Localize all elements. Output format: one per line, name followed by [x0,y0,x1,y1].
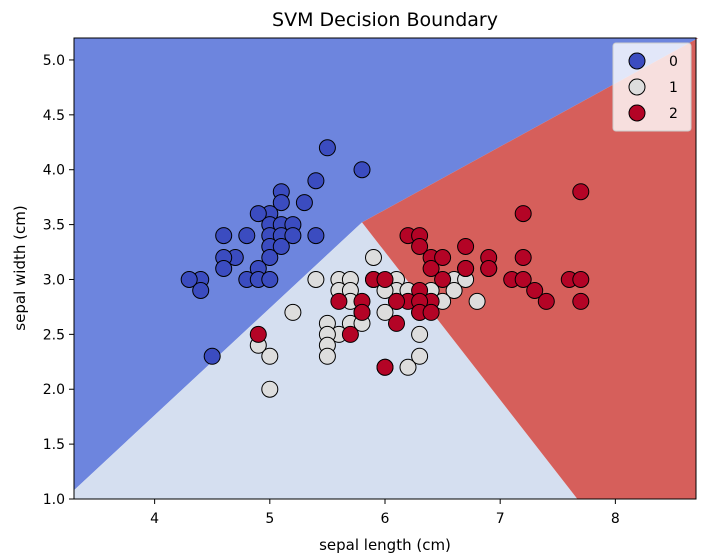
data-point-class-0 [215,227,233,245]
y-tick-label: 2.5 [43,327,65,343]
data-point-class-0 [249,205,267,223]
y-tick-label: 1.0 [43,492,65,508]
data-point-class-0 [295,194,313,212]
data-point-class-2 [249,325,267,343]
data-point-class-2 [376,358,394,376]
data-point-class-1 [411,325,429,343]
data-point-class-2 [514,271,532,288]
y-tick-label: 1.5 [43,437,65,453]
y-tick-label: 5.0 [43,53,65,69]
y-tick-label: 2.0 [43,382,65,398]
data-point-class-0 [284,227,302,245]
data-point-class-2 [572,183,590,201]
data-point-class-2 [422,260,440,277]
data-point-class-2 [341,325,359,343]
data-point-class-0 [318,139,336,157]
data-point-class-2 [537,292,555,310]
data-point-class-2 [514,205,532,223]
data-point-class-0 [307,227,325,245]
data-point-class-1 [318,347,336,365]
data-point-class-1 [411,347,429,365]
y-axis-label: sepal width (cm) [11,205,29,330]
legend-box [612,42,692,132]
data-point-class-2 [572,292,590,310]
data-point-class-2 [457,238,475,255]
data-point-class-0 [180,271,198,288]
x-tick-label: 7 [496,511,505,527]
y-tick-label: 3.5 [43,218,65,234]
data-point-class-1 [307,271,325,288]
data-point-class-2 [388,314,405,332]
x-tick-label: 8 [611,511,620,527]
data-point-class-2 [376,271,394,288]
data-point-class-0 [203,347,221,365]
data-point-class-2 [457,260,475,277]
data-point-class-2 [353,303,371,321]
data-point-class-1 [365,249,382,266]
data-point-class-2 [411,238,429,255]
data-point-class-0 [272,194,290,212]
data-point-class-1 [261,380,279,398]
data-point-class-0 [261,271,279,288]
data-point-class-2 [388,292,405,310]
data-point-class-1 [376,303,394,321]
decision-region-class-2 [362,38,699,499]
legend-marker-class-1 [628,78,646,96]
data-point-class-2 [526,282,544,299]
y-tick-label: 3.0 [43,272,65,288]
data-point-class-0 [215,260,233,277]
data-point-class-2 [480,260,498,277]
data-point-class-2 [330,292,348,310]
data-point-class-0 [272,238,290,255]
data-point-class-2 [572,271,590,288]
x-tick-label: 5 [265,511,274,527]
data-point-class-0 [353,161,371,179]
data-point-class-0 [261,249,279,266]
data-point-class-1 [284,303,302,321]
data-point-class-2 [422,303,440,321]
data-point-class-0 [238,227,256,245]
y-tick-label: 4.5 [43,108,65,124]
legend-marker-class-2 [628,104,646,122]
data-point-class-0 [192,282,210,299]
legend-label-class-2: 2 [669,106,678,122]
data-point-class-1 [468,292,486,310]
data-point-class-1 [445,282,463,299]
x-tick-label: 6 [381,511,390,527]
legend-marker-class-0 [628,52,646,70]
legend-label-class-1: 1 [669,80,678,96]
x-axis-label: sepal length (cm) [319,536,451,554]
data-point-class-2 [434,271,452,288]
data-point-class-1 [261,347,279,365]
data-point-class-1 [399,358,417,376]
legend: 0 1 2 [612,42,692,132]
legend-label-class-0: 0 [669,54,678,70]
decision-region-class-0 [74,38,699,491]
x-tick-label: 4 [150,511,159,527]
data-point-class-2 [434,249,452,266]
y-tick-label: 4.0 [43,163,65,179]
data-point-class-0 [307,172,325,190]
chart-title: SVM Decision Boundary [272,9,498,31]
data-point-class-2 [514,249,532,266]
